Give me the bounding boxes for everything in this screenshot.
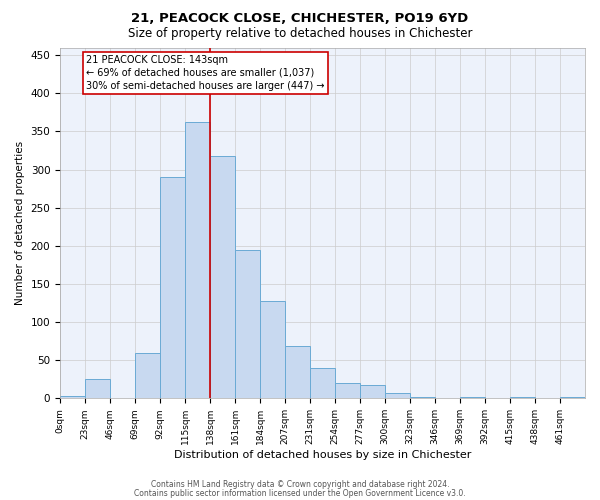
Text: Contains HM Land Registry data © Crown copyright and database right 2024.: Contains HM Land Registry data © Crown c… (151, 480, 449, 489)
Bar (85, 380, 110, 398)
Bar (385, 393, 410, 398)
Bar (285, 346, 310, 399)
Bar (185, 122, 210, 398)
X-axis label: Distribution of detached houses by size in Chichester: Distribution of detached houses by size … (174, 450, 471, 460)
Y-axis label: Number of detached properties: Number of detached properties (15, 141, 25, 305)
Bar (510, 397, 535, 398)
Bar (210, 156, 235, 398)
Bar (410, 397, 435, 398)
Bar (460, 397, 485, 398)
Text: Size of property relative to detached houses in Chichester: Size of property relative to detached ho… (128, 28, 472, 40)
Bar (235, 250, 260, 398)
Bar (360, 384, 385, 398)
Bar (135, 352, 160, 399)
Text: 21, PEACOCK CLOSE, CHICHESTER, PO19 6YD: 21, PEACOCK CLOSE, CHICHESTER, PO19 6YD (131, 12, 469, 26)
Bar (335, 383, 360, 398)
Text: Contains public sector information licensed under the Open Government Licence v3: Contains public sector information licen… (134, 488, 466, 498)
Bar (310, 368, 335, 398)
Bar (560, 397, 585, 398)
Bar (160, 177, 185, 398)
Bar (60, 396, 85, 398)
Text: 21 PEACOCK CLOSE: 143sqm
← 69% of detached houses are smaller (1,037)
30% of sem: 21 PEACOCK CLOSE: 143sqm ← 69% of detach… (86, 54, 325, 91)
Bar (260, 302, 285, 398)
